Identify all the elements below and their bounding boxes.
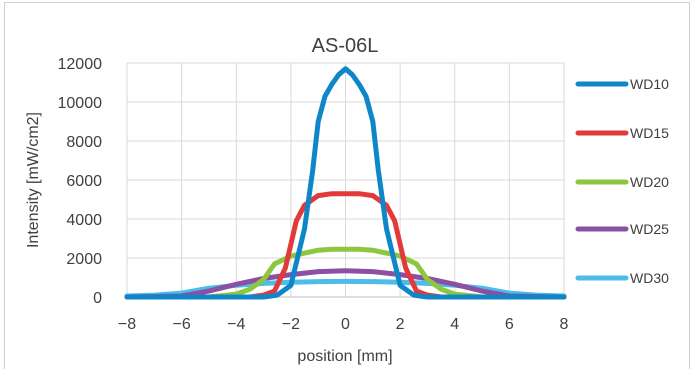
plot-area (124, 66, 567, 300)
legend-label-wd10: WD10 (630, 76, 669, 92)
series-line-wd25 (124, 268, 567, 300)
series-line-wd30 (124, 278, 567, 299)
x-tick-label: 4 (450, 316, 459, 333)
axes: 0 2000 4000 6000 8000 10000 12000 −8 −6 −4 −2 0 2 4 6 8 (58, 56, 569, 333)
y-tick-label: 12000 (58, 56, 103, 73)
x-tick-label: −6 (173, 316, 191, 333)
series-line-wd20 (124, 246, 567, 300)
x-tick-label: −2 (282, 316, 300, 333)
legend-label-wd15: WD15 (630, 125, 669, 141)
series-line-wd15 (124, 191, 567, 300)
series-line-wd10 (124, 66, 567, 300)
legend: WD10 WD15 WD20 WD25 WD30 (575, 76, 669, 286)
y-tick-label: 0 (93, 290, 102, 307)
gridlines (126, 62, 565, 297)
x-tick-label: 8 (560, 316, 569, 333)
legend-label-wd25: WD25 (630, 221, 669, 237)
x-tick-label: −8 (118, 316, 136, 333)
chart-title: AS-06L (312, 35, 379, 57)
x-tick-label: 0 (341, 316, 350, 333)
x-tick-label: 2 (396, 316, 405, 333)
x-axis-label: position [mm] (297, 348, 392, 365)
x-tick-label: 6 (505, 316, 514, 333)
legend-label-wd20: WD20 (630, 174, 669, 190)
y-tick-label: 2000 (66, 251, 102, 268)
y-tick-label: 6000 (66, 173, 102, 190)
y-tick-label: 4000 (66, 212, 102, 229)
y-axis-label: Intensity [mW/cm2] (25, 112, 42, 248)
y-tick-label: 10000 (58, 95, 103, 112)
legend-label-wd30: WD30 (630, 270, 669, 286)
x-tick-label: −4 (227, 316, 245, 333)
y-tick-label: 8000 (66, 134, 102, 151)
